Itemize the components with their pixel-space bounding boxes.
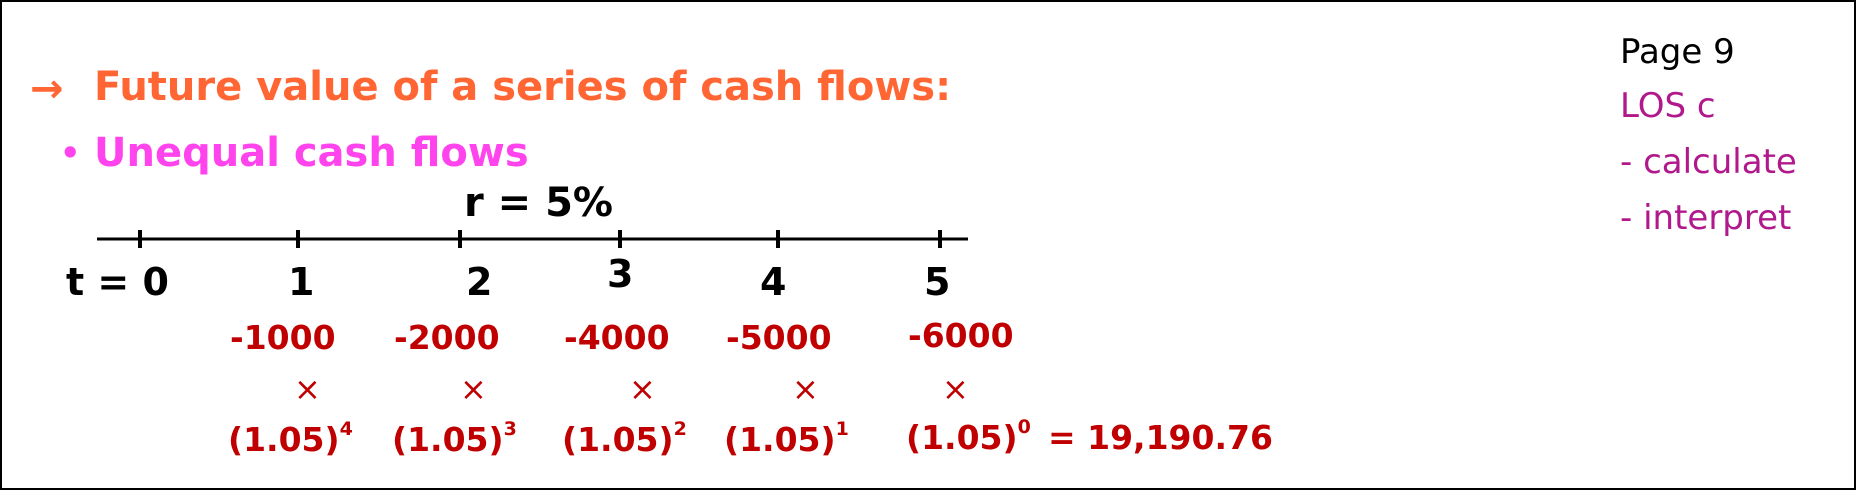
- times-icon-4: ×: [792, 370, 819, 408]
- factor-exponent: 2: [673, 418, 687, 440]
- cash-flow-1: -1000: [230, 318, 336, 357]
- factor-exponent: 4: [339, 418, 353, 440]
- rate-label: r = 5%: [464, 180, 614, 226]
- factor-4: (1.05)1: [724, 418, 849, 459]
- heading-arrow: →: [30, 66, 64, 112]
- time-label-4: 4: [760, 260, 787, 304]
- cash-flow-4: -5000: [726, 318, 832, 357]
- time-label-1: 1: [288, 260, 315, 304]
- factor-base: (1.05): [724, 420, 836, 459]
- page-number: Page 9: [1620, 32, 1735, 72]
- times-icon-3: ×: [629, 370, 656, 408]
- sidebar-item-interpret: - interpret: [1620, 198, 1792, 238]
- subheading-text: Unequal cash flows: [94, 130, 529, 176]
- los-label: LOS c: [1620, 86, 1716, 126]
- cash-flow-3: -4000: [564, 318, 670, 357]
- time-label-3: 3: [607, 252, 634, 296]
- bullet-icon: •: [60, 134, 81, 172]
- slide-title: Future value of a series of cash flows:: [94, 64, 952, 110]
- factor-base: (1.05): [562, 420, 674, 459]
- sidebar-item-calculate: - calculate: [1620, 142, 1797, 182]
- factor-3: (1.05)2: [562, 418, 687, 459]
- factor-base: (1.05): [906, 418, 1018, 457]
- times-icon-2: ×: [460, 370, 487, 408]
- factor-2: (1.05)3: [392, 418, 517, 459]
- factor-base: (1.05): [392, 420, 504, 459]
- factor-base: (1.05): [228, 420, 340, 459]
- factor-exponent: 0: [1017, 416, 1031, 438]
- factor-1: (1.05)4: [228, 418, 353, 459]
- times-icon-5: ×: [942, 370, 969, 408]
- cash-flow-2: -2000: [394, 318, 500, 357]
- factor-exponent: 3: [503, 418, 517, 440]
- timeline: [97, 230, 968, 248]
- cash-flow-5: -6000: [908, 316, 1014, 355]
- time-label-5: 5: [924, 260, 951, 304]
- factor-exponent: 1: [835, 418, 849, 440]
- future-value-result: = 19,190.76: [1048, 418, 1273, 457]
- time-label-0: t = 0: [66, 260, 169, 304]
- factor-5: (1.05)0: [906, 416, 1031, 457]
- time-label-2: 2: [466, 260, 493, 304]
- times-icon-1: ×: [294, 370, 321, 408]
